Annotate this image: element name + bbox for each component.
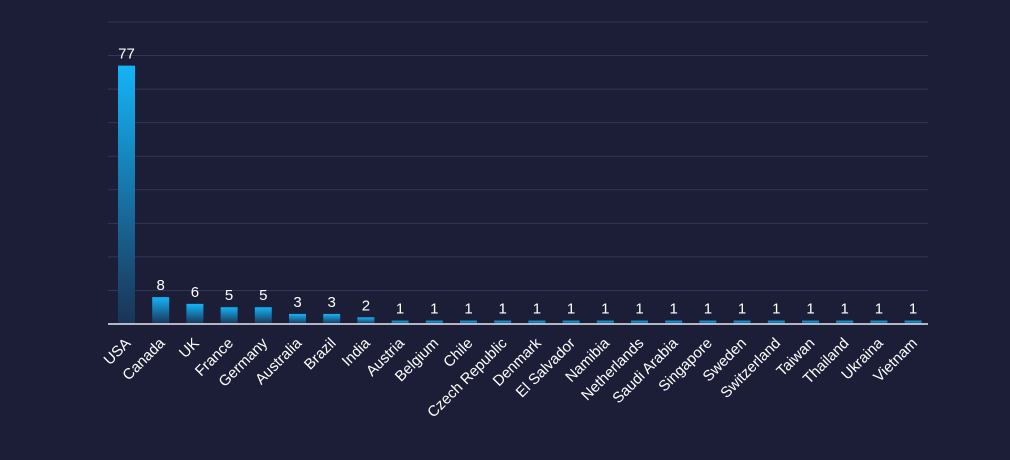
data-label-brazil: 3: [328, 294, 336, 311]
bar-netherlands: [631, 320, 648, 324]
data-label-ukraina: 1: [875, 301, 883, 318]
bar-switzerland: [767, 320, 785, 324]
data-label-belgium: 1: [430, 301, 438, 318]
bar-czech-republic: [494, 320, 512, 324]
bar-belgium: [425, 320, 443, 324]
data-labels: 77 8 6 5 5 3 3 2 1 1 1 1 1 1 1 1 1 1 1 1 1 1 1 1: [118, 46, 917, 318]
data-label-canada: 8: [157, 277, 165, 294]
bar-usa: [118, 65, 135, 324]
tick-label-brazil: Brazil: [301, 335, 340, 374]
data-label-germany: 5: [259, 287, 267, 304]
bar-canada: [152, 297, 170, 324]
bar-uk: [186, 303, 204, 324]
bar-namibia: [596, 320, 614, 324]
data-label-singapore: 1: [704, 301, 712, 318]
bar-germany: [254, 307, 272, 324]
bars: [118, 65, 922, 324]
gridlines: [108, 21, 928, 291]
bar-brazil: [323, 313, 341, 324]
bar-india: [357, 317, 375, 324]
data-label-chile: 1: [464, 301, 472, 318]
data-label-austria: 1: [396, 301, 404, 318]
bar-singapore: [699, 320, 717, 324]
bar-chile: [460, 320, 477, 324]
data-label-vietnam: 1: [909, 301, 917, 318]
data-label-france: 5: [225, 287, 233, 304]
data-label-el-salvador: 1: [567, 301, 575, 318]
bar-france: [220, 307, 238, 324]
data-label-india: 2: [362, 297, 370, 314]
data-label-uk: 6: [191, 284, 199, 301]
bar-saudi-arabia: [665, 320, 683, 324]
bar-australia: [289, 313, 306, 324]
data-label-denmark: 1: [533, 301, 541, 318]
data-label-taiwan: 1: [806, 301, 814, 318]
bar-sweden: [733, 320, 751, 324]
bar-austria: [391, 320, 409, 324]
bar-thailand: [836, 320, 854, 324]
data-label-switzerland: 1: [772, 301, 780, 318]
data-label-saudi-arabia: 1: [670, 301, 678, 318]
data-label-usa: 77: [118, 46, 135, 63]
tick-label-uk: UK: [176, 335, 203, 362]
data-label-czech-republic: 1: [499, 301, 507, 318]
bar-vietnam: [904, 320, 922, 324]
data-label-namibia: 1: [601, 301, 609, 318]
data-label-netherlands: 1: [635, 301, 643, 318]
bar-el-salvador: [562, 320, 580, 324]
bar-ukraina: [870, 320, 888, 324]
bar-taiwan: [802, 320, 819, 324]
data-label-thailand: 1: [841, 301, 849, 318]
data-label-sweden: 1: [738, 301, 746, 318]
bar-denmark: [528, 320, 546, 324]
data-label-australia: 3: [293, 294, 301, 311]
